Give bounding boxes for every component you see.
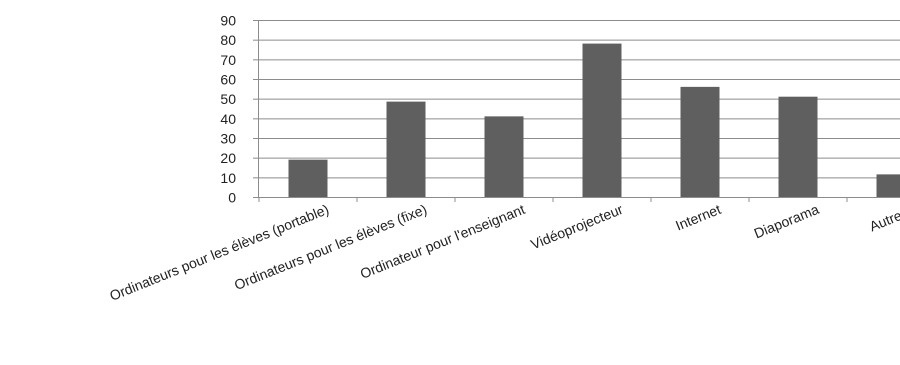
y-tick-label: 60 bbox=[220, 72, 236, 88]
y-tick-label: 20 bbox=[220, 150, 236, 166]
y-tick-label: 90 bbox=[220, 13, 236, 29]
y-tick-label: 50 bbox=[220, 91, 236, 107]
y-tick-label: 80 bbox=[220, 32, 236, 48]
y-axis-ticks: 0 10 20 30 40 50 60 70 80 90 bbox=[220, 13, 258, 206]
bar bbox=[484, 116, 524, 197]
y-tick-label: 40 bbox=[220, 111, 236, 127]
x-tick-label: Diaporama bbox=[752, 201, 822, 242]
x-tick-label: Vidéoprojecteur bbox=[528, 201, 625, 253]
bar bbox=[386, 101, 426, 197]
bar bbox=[582, 43, 622, 197]
bar bbox=[778, 96, 818, 197]
axes bbox=[258, 20, 900, 202]
y-tick-label: 70 bbox=[220, 52, 236, 68]
x-tick-label: Autre(s) bbox=[867, 201, 900, 234]
gridlines bbox=[258, 20, 900, 179]
y-tick-label: 30 bbox=[220, 131, 236, 147]
y-tick-label: 10 bbox=[220, 170, 236, 186]
y-tick-label: 0 bbox=[228, 190, 236, 206]
x-tick-label: Internet bbox=[673, 201, 723, 234]
bars bbox=[288, 43, 900, 197]
bar bbox=[680, 86, 720, 197]
x-tick-label: Ordinateur pour l'enseignant bbox=[358, 201, 527, 282]
bar bbox=[876, 174, 900, 197]
x-axis-labels: Ordinateurs pour les élèves (portable)Or… bbox=[107, 201, 900, 304]
bar bbox=[288, 159, 328, 197]
